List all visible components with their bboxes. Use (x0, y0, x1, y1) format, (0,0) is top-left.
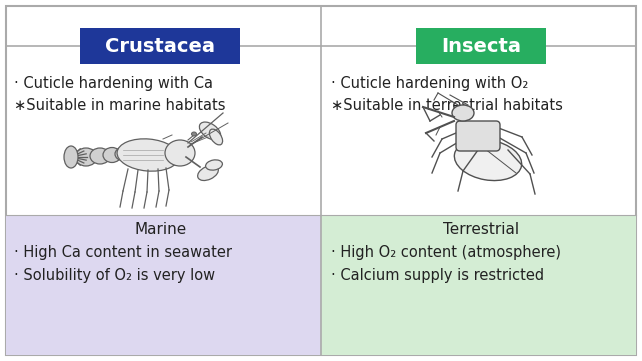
Ellipse shape (209, 129, 223, 145)
Text: · High O₂ content (atmosphere): · High O₂ content (atmosphere) (331, 245, 561, 260)
Text: ∗Suitable in terrestrial habitats: ∗Suitable in terrestrial habitats (331, 98, 563, 113)
Text: · High Ca content in seawater: · High Ca content in seawater (14, 245, 232, 260)
Ellipse shape (103, 148, 121, 162)
Ellipse shape (75, 148, 97, 166)
Text: · Calcium supply is restricted: · Calcium supply is restricted (331, 268, 544, 283)
Ellipse shape (191, 132, 196, 136)
Text: Crustacea: Crustacea (105, 36, 215, 56)
Ellipse shape (198, 165, 218, 180)
FancyBboxPatch shape (6, 215, 321, 355)
FancyBboxPatch shape (321, 215, 636, 355)
Ellipse shape (90, 148, 110, 164)
Text: ∗Suitable in marine habitats: ∗Suitable in marine habitats (14, 98, 225, 113)
Ellipse shape (205, 160, 222, 170)
Text: · Cuticle hardening with Ca: · Cuticle hardening with Ca (14, 76, 213, 91)
Ellipse shape (455, 139, 522, 180)
Text: Marine: Marine (134, 222, 187, 237)
Ellipse shape (165, 140, 195, 166)
Ellipse shape (200, 122, 221, 140)
Text: Terrestrial: Terrestrial (444, 222, 519, 237)
Ellipse shape (117, 139, 179, 171)
FancyBboxPatch shape (6, 6, 636, 355)
FancyBboxPatch shape (416, 28, 546, 64)
Ellipse shape (452, 105, 474, 121)
Text: · Cuticle hardening with O₂: · Cuticle hardening with O₂ (331, 76, 528, 91)
Ellipse shape (115, 148, 131, 161)
FancyBboxPatch shape (80, 28, 240, 64)
Text: Insecta: Insecta (441, 36, 521, 56)
Ellipse shape (64, 146, 78, 168)
Text: · Solubility of O₂ is very low: · Solubility of O₂ is very low (14, 268, 215, 283)
FancyBboxPatch shape (456, 121, 500, 151)
